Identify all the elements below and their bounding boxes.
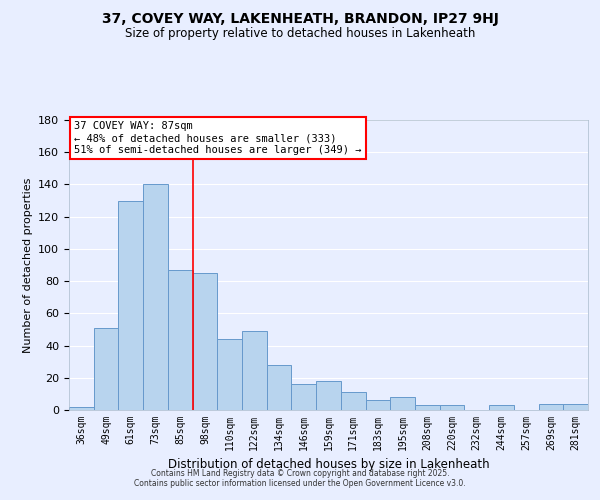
Bar xyxy=(242,331,267,410)
Text: Contains public sector information licensed under the Open Government Licence v3: Contains public sector information licen… xyxy=(134,478,466,488)
X-axis label: Distribution of detached houses by size in Lakenheath: Distribution of detached houses by size … xyxy=(167,458,490,471)
Bar xyxy=(217,339,242,410)
Bar xyxy=(563,404,588,410)
Y-axis label: Number of detached properties: Number of detached properties xyxy=(23,178,32,352)
Text: Contains HM Land Registry data © Crown copyright and database right 2025.: Contains HM Land Registry data © Crown c… xyxy=(151,468,449,477)
Text: Size of property relative to detached houses in Lakenheath: Size of property relative to detached ho… xyxy=(125,28,475,40)
Bar xyxy=(341,392,365,410)
Bar xyxy=(489,405,514,410)
Bar xyxy=(539,404,563,410)
Bar xyxy=(94,328,118,410)
Bar xyxy=(390,397,415,410)
Bar xyxy=(440,405,464,410)
Bar xyxy=(316,381,341,410)
Bar xyxy=(292,384,316,410)
Bar xyxy=(118,200,143,410)
Bar xyxy=(69,407,94,410)
Bar xyxy=(168,270,193,410)
Bar xyxy=(267,365,292,410)
Bar xyxy=(365,400,390,410)
Bar xyxy=(193,273,217,410)
Bar xyxy=(143,184,168,410)
Text: 37 COVEY WAY: 87sqm
← 48% of detached houses are smaller (333)
51% of semi-detac: 37 COVEY WAY: 87sqm ← 48% of detached ho… xyxy=(74,122,362,154)
Text: 37, COVEY WAY, LAKENHEATH, BRANDON, IP27 9HJ: 37, COVEY WAY, LAKENHEATH, BRANDON, IP27… xyxy=(101,12,499,26)
Bar xyxy=(415,405,440,410)
